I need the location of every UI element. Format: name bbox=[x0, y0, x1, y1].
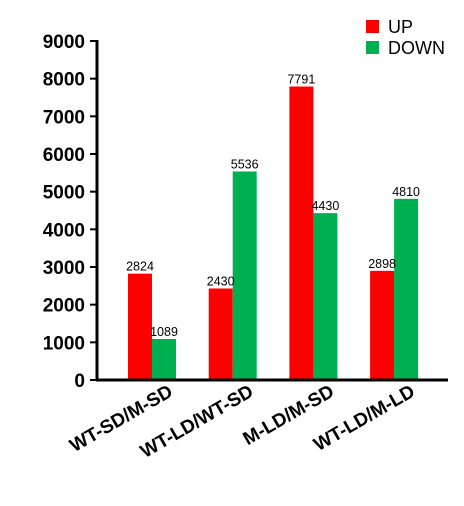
legend-swatch-down bbox=[366, 41, 379, 54]
bar-up-3 bbox=[289, 86, 314, 380]
bars-group bbox=[128, 86, 419, 380]
data-label-up-1: 2824 bbox=[126, 260, 154, 274]
y-tick-label: 2000 bbox=[43, 296, 85, 317]
bar-up-4 bbox=[370, 270, 395, 380]
bar-up-2 bbox=[208, 288, 233, 380]
data-label-up-3: 7791 bbox=[287, 73, 315, 87]
bar-down-4 bbox=[394, 198, 419, 380]
y-tick-label: 0 bbox=[74, 371, 85, 392]
data-label-up-4: 2898 bbox=[368, 257, 396, 271]
bar-down-2 bbox=[232, 171, 257, 380]
y-tick-label: 8000 bbox=[43, 70, 85, 91]
y-tick-label: 4000 bbox=[43, 220, 85, 241]
data-label-down-1: 1089 bbox=[150, 325, 178, 339]
data-label-down-2: 5536 bbox=[231, 157, 259, 171]
y-axis-ticks: 0 1000 2000 3000 4000 5000 6000 7000 8000 9000 bbox=[43, 32, 97, 392]
bar-down-1 bbox=[152, 338, 176, 380]
bar-down-3 bbox=[313, 213, 338, 380]
legend-label-down: DOWN bbox=[388, 38, 445, 58]
data-label-up-2: 2430 bbox=[207, 274, 235, 288]
y-tick-label: 9000 bbox=[43, 32, 85, 53]
data-labels-group: 2824 1089 2430 5536 7791 4430 2898 4810 bbox=[126, 73, 420, 339]
data-label-down-3: 4430 bbox=[311, 199, 339, 213]
y-tick-label: 1000 bbox=[43, 333, 85, 354]
legend-label-up: UP bbox=[388, 17, 413, 37]
bar-up-1 bbox=[128, 273, 152, 380]
y-tick-label: 3000 bbox=[43, 258, 85, 279]
data-label-down-4: 4810 bbox=[392, 185, 420, 199]
legend-swatch-up bbox=[366, 20, 379, 33]
y-tick-label: 6000 bbox=[43, 145, 85, 166]
y-tick-label: 7000 bbox=[43, 107, 85, 128]
y-tick-label: 5000 bbox=[43, 183, 85, 204]
